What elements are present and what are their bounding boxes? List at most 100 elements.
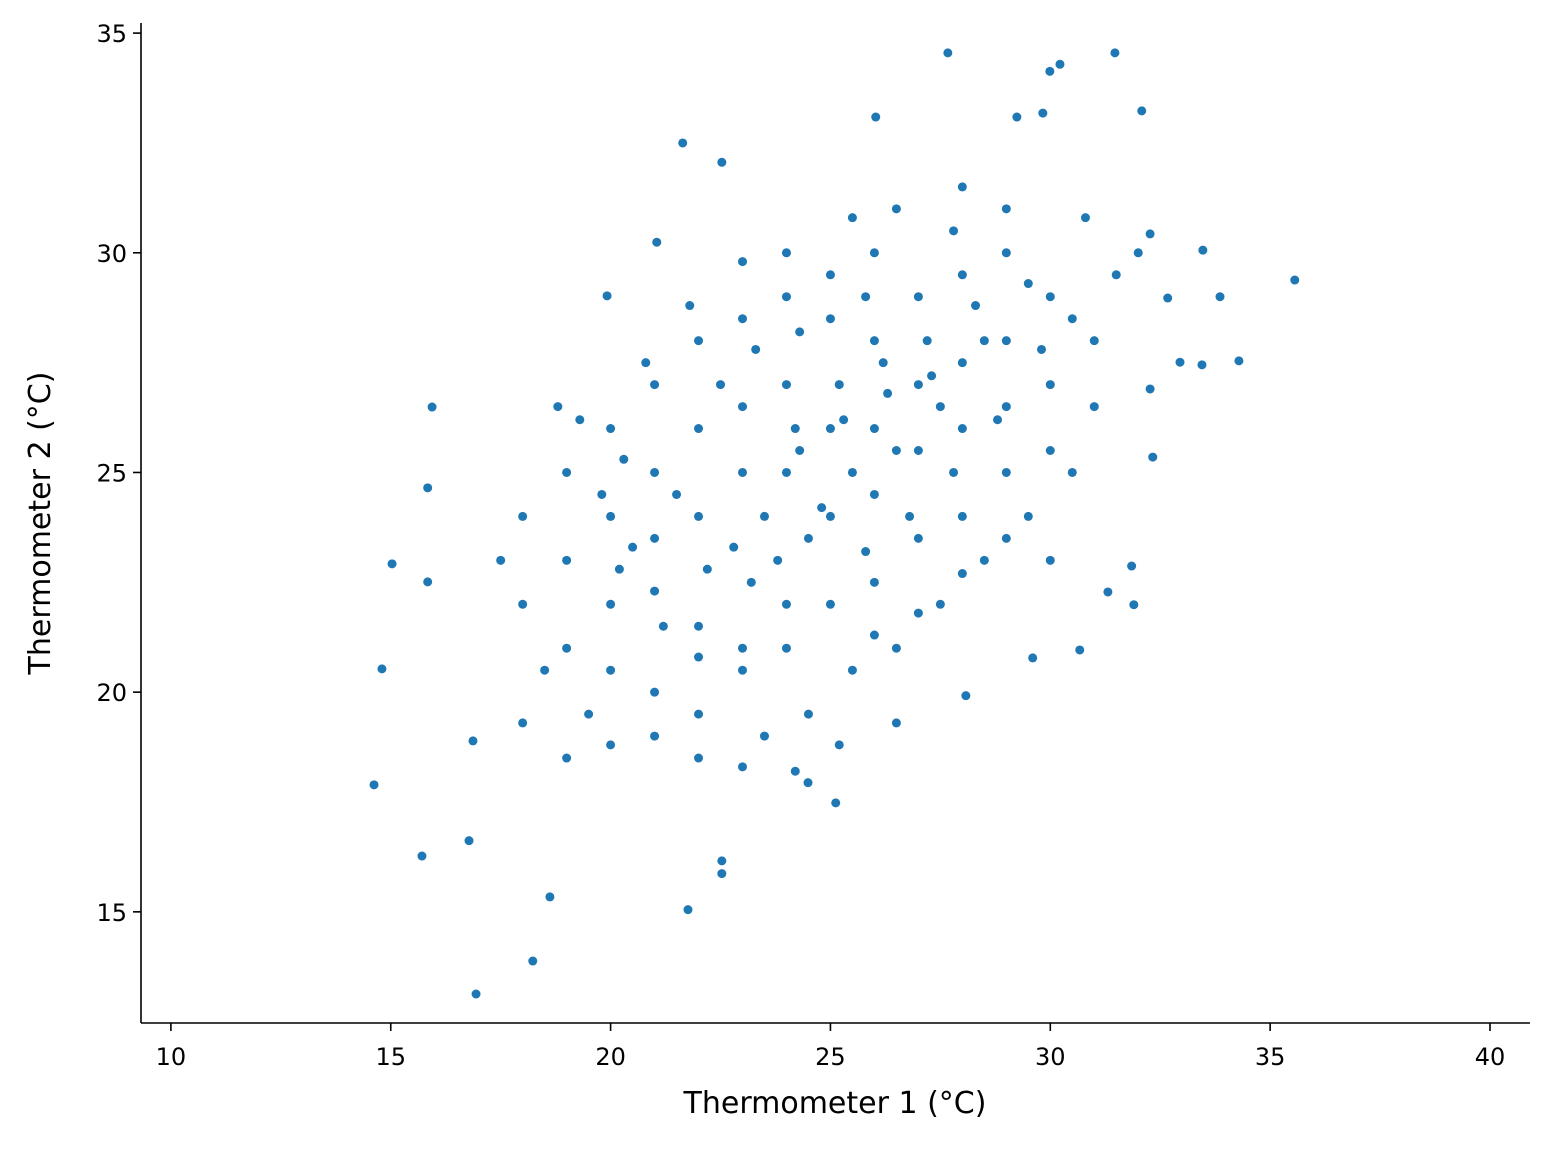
point [922,336,932,346]
point [628,542,638,552]
point [795,446,805,456]
point [683,905,693,915]
y-tick-label: 35 [96,20,127,48]
point [641,358,651,368]
point [584,709,594,719]
point [1038,108,1048,118]
point [650,586,660,596]
point [606,511,616,521]
point [1129,600,1139,610]
point [678,138,688,148]
point [650,467,660,477]
point [1197,360,1207,370]
point [650,533,660,543]
x-axis-label: Thermometer 1 (°C) [683,1086,987,1121]
point [1001,336,1011,346]
point [1133,248,1143,258]
y-tick-label: 30 [96,240,127,268]
y-axis-label: Thermometer 2 (°C) [23,372,58,676]
point [1001,204,1011,214]
point [1110,48,1120,58]
point [423,577,433,587]
point [913,292,923,302]
point [694,709,704,719]
point [825,511,835,521]
point [957,358,967,368]
point [746,577,756,587]
point [878,358,888,368]
point [518,511,528,521]
point [883,388,893,398]
y-tick-label: 20 [96,679,127,707]
point [781,599,791,609]
point [650,731,660,741]
point [927,371,937,381]
point [1001,248,1011,258]
point [961,691,971,701]
point [652,237,662,247]
point [834,740,844,750]
point [729,542,739,552]
point [834,380,844,390]
point [817,503,827,513]
point [861,292,871,302]
point [869,489,879,499]
point [795,327,805,337]
point [1067,314,1077,324]
point [1036,344,1046,354]
point [759,511,769,521]
point [979,555,989,565]
point [606,424,616,434]
point [803,709,813,719]
point [738,643,748,653]
point [957,182,967,192]
point [781,292,791,302]
point [1045,380,1055,390]
point [1145,229,1155,239]
point [935,599,945,609]
point [694,336,704,346]
point [971,301,981,311]
point [957,424,967,434]
point [781,467,791,477]
point [913,380,923,390]
point [831,798,841,808]
point [847,213,857,223]
point [1103,587,1113,597]
point [790,424,800,434]
point [606,599,616,609]
x-tick-label: 40 [1475,1043,1506,1071]
point [562,555,572,565]
point [694,652,704,662]
point [869,336,879,346]
point [738,314,748,324]
point [759,731,769,741]
point [1145,384,1155,394]
point [1198,245,1208,255]
point [913,446,923,456]
point [1012,112,1022,122]
point [803,778,813,788]
point [773,555,783,565]
point [423,483,433,493]
y-tick-label: 15 [96,899,127,927]
point [738,257,748,267]
point [417,851,427,861]
point [935,402,945,412]
point [717,856,727,866]
point [518,718,528,728]
point [1028,653,1038,663]
point [869,630,879,640]
point [861,547,871,557]
x-tick-label: 30 [1035,1043,1066,1071]
x-tick-label: 20 [595,1043,626,1071]
point [913,608,923,618]
point [528,956,538,966]
point [694,753,704,763]
point [803,533,813,543]
point [993,415,1003,425]
point [1067,467,1077,477]
point [825,599,835,609]
point [1055,59,1065,69]
point [1175,357,1185,367]
